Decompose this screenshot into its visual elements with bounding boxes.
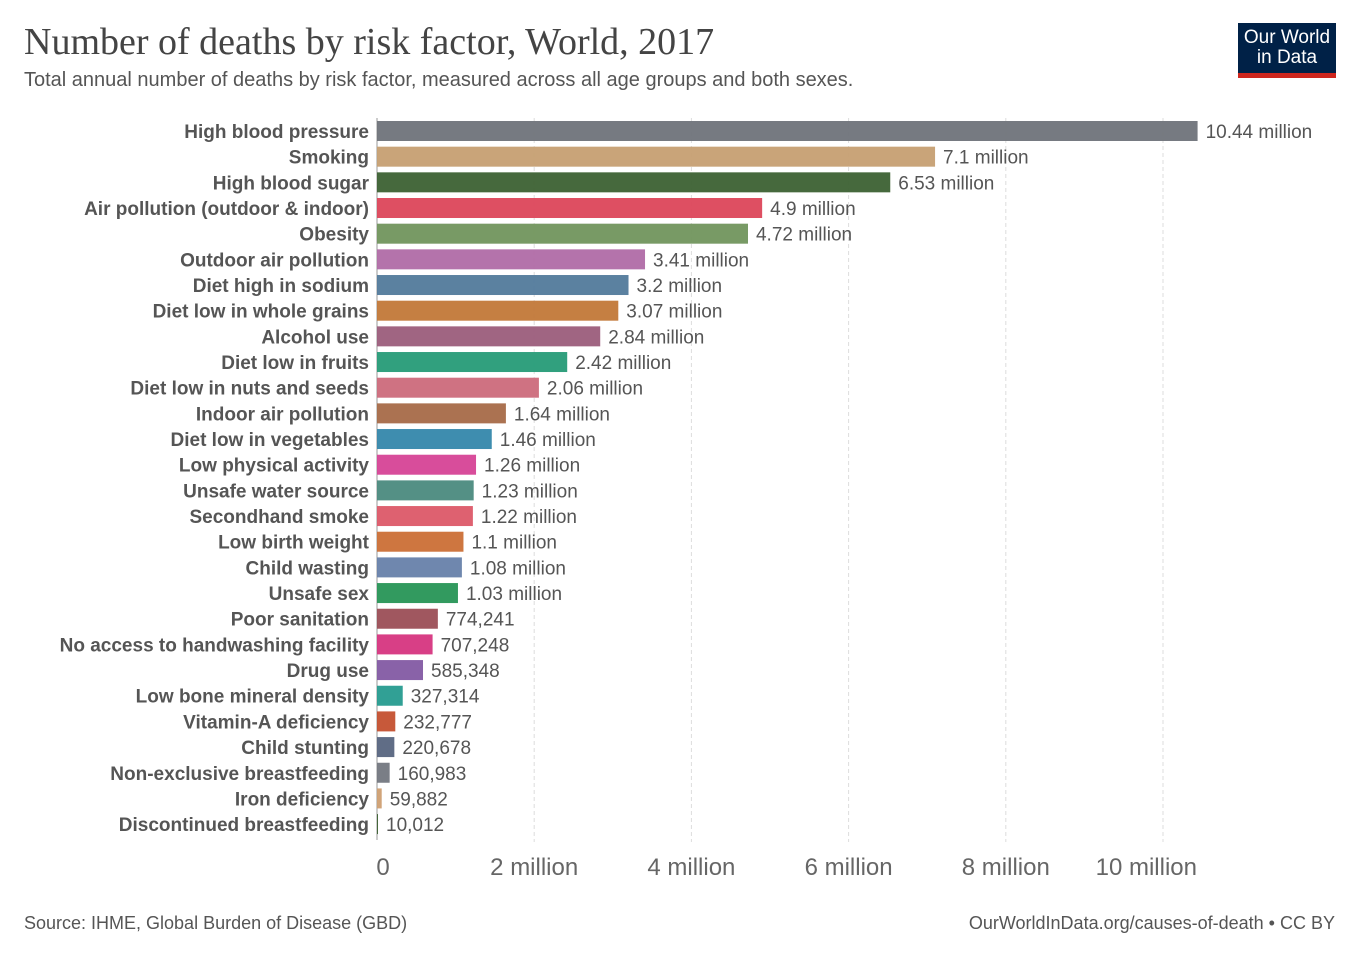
category-label: Diet low in nuts and seeds — [130, 379, 369, 400]
value-label: 1.64 million — [514, 404, 610, 425]
chart-title: Number of deaths by risk factor, World, … — [24, 21, 715, 63]
bar — [377, 737, 395, 758]
bar — [377, 660, 424, 681]
value-label: 774,241 — [446, 610, 515, 631]
category-label: Low physical activity — [179, 456, 369, 477]
bar — [377, 480, 474, 501]
category-label: Outdoor air pollution — [180, 250, 369, 271]
bar — [377, 198, 763, 219]
value-label: 4.9 million — [770, 199, 856, 220]
category-label: Secondhand smoke — [190, 507, 370, 528]
bar — [377, 429, 492, 450]
category-label: Indoor air pollution — [196, 404, 369, 425]
bar — [377, 531, 464, 552]
value-label: 10,012 — [386, 815, 444, 836]
bar — [377, 172, 891, 193]
bar — [377, 146, 936, 167]
bar — [377, 454, 477, 475]
bar — [377, 300, 619, 321]
category-label: Unsafe sex — [269, 584, 370, 605]
bar — [377, 762, 390, 783]
logo-line-1: Our World — [1243, 27, 1331, 48]
x-tick-label: 0 — [376, 854, 389, 881]
x-tick-label: 10 million — [1096, 854, 1197, 881]
logo-line-2: in Data — [1256, 47, 1318, 68]
category-label: Smoking — [289, 148, 369, 169]
bar — [377, 788, 382, 809]
value-label: 2.84 million — [608, 327, 704, 348]
value-label: 707,248 — [441, 635, 510, 656]
category-label: Diet low in fruits — [221, 353, 369, 374]
value-label: 4.72 million — [756, 225, 852, 246]
x-tick-label: 8 million — [962, 854, 1050, 881]
value-label: 6.53 million — [898, 173, 994, 194]
bar — [377, 634, 433, 655]
category-label: Discontinued breastfeeding — [119, 815, 369, 836]
category-label: Diet low in vegetables — [171, 430, 370, 451]
category-label: Child wasting — [246, 558, 370, 579]
bar — [377, 377, 539, 398]
value-label: 3.2 million — [637, 276, 723, 297]
category-label: Iron deficiency — [235, 789, 370, 810]
value-label: 3.41 million — [653, 250, 749, 271]
category-label: Vitamin-A deficiency — [183, 712, 369, 733]
value-label: 2.42 million — [575, 353, 671, 374]
bar — [377, 326, 601, 347]
category-label: Alcohol use — [261, 327, 369, 348]
category-label: High blood sugar — [213, 173, 370, 194]
category-label: Diet high in sodium — [193, 276, 369, 297]
bar — [377, 685, 403, 706]
value-label: 1.22 million — [481, 507, 577, 528]
bar — [377, 608, 438, 629]
bar — [377, 403, 506, 424]
bar — [377, 352, 568, 373]
category-label: Low bone mineral density — [136, 687, 370, 708]
category-label: Diet low in whole grains — [153, 302, 369, 323]
bar — [377, 223, 748, 244]
value-label: 1.08 million — [470, 558, 566, 579]
source-note: Source: IHME, Global Burden of Disease (… — [24, 913, 408, 933]
category-label: No access to handwashing facility — [60, 635, 370, 656]
value-label: 327,314 — [411, 687, 480, 708]
value-label: 59,882 — [390, 789, 448, 810]
chart-subtitle: Total annual number of deaths by risk fa… — [24, 69, 854, 91]
value-label: 3.07 million — [626, 302, 722, 323]
credit-link[interactable]: OurWorldInData.org/causes-of-death • CC … — [968, 913, 1335, 933]
category-label: Drug use — [287, 661, 369, 682]
value-label: 1.03 million — [466, 584, 562, 605]
category-label: Non-exclusive breastfeeding — [110, 764, 369, 785]
bar — [377, 711, 396, 732]
value-label: 1.26 million — [484, 456, 580, 477]
category-label: Obesity — [299, 225, 369, 246]
category-label: Poor sanitation — [231, 610, 369, 631]
category-label: Air pollution (outdoor & indoor) — [84, 199, 369, 220]
value-label: 1.46 million — [500, 430, 596, 451]
bar — [377, 814, 378, 835]
value-label: 10.44 million — [1206, 122, 1313, 143]
bar — [377, 557, 462, 578]
value-label: 1.1 million — [471, 533, 557, 554]
category-label: Child stunting — [241, 738, 369, 759]
category-label: Low birth weight — [218, 533, 370, 554]
owid-logo[interactable]: Our World in Data — [1238, 23, 1336, 78]
bar — [377, 121, 1198, 141]
bar — [377, 583, 458, 604]
category-label: Unsafe water source — [183, 481, 369, 502]
bar — [377, 275, 629, 296]
value-label: 7.1 million — [943, 148, 1029, 169]
category-label: High blood pressure — [184, 122, 369, 143]
x-tick-label: 6 million — [805, 854, 893, 881]
value-label: 232,777 — [403, 712, 472, 733]
x-tick-label: 4 million — [647, 854, 735, 881]
value-label: 585,348 — [431, 661, 500, 682]
value-label: 220,678 — [402, 738, 471, 759]
bar — [377, 506, 473, 527]
x-tick-label: 2 million — [490, 854, 578, 881]
value-label: 1.23 million — [482, 481, 578, 502]
value-label: 160,983 — [398, 764, 467, 785]
bar — [377, 249, 646, 270]
value-label: 2.06 million — [547, 379, 643, 400]
